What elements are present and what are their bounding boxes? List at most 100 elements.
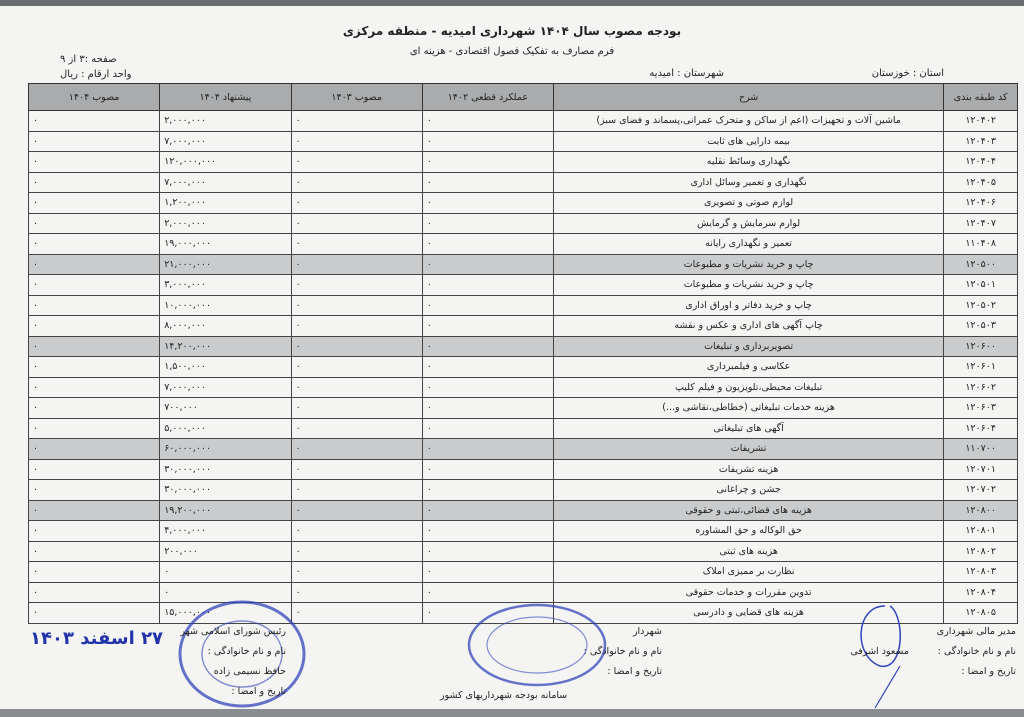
mayor-title: شهردار bbox=[632, 626, 662, 637]
cell-proposed-1404: ۴,۰۰۰,۰۰۰ bbox=[159, 520, 292, 542]
mayor-date-label: تاریخ و امضا : bbox=[607, 666, 662, 677]
cell-actual-1402: ۰ bbox=[421, 499, 554, 521]
cell-approved-1403: ۰ bbox=[290, 499, 423, 521]
cell-code: ۱۲۰۴۰۵ bbox=[943, 171, 1018, 193]
cell-actual-1402: ۰ bbox=[421, 212, 554, 234]
cell-proposed-1404: ۲,۰۰۰,۰۰۰ bbox=[159, 212, 292, 234]
table-row: ۱۲۰۸۰۳ نظارت بر ممیزی املاک ۰ ۰ ۰ ۰ bbox=[27, 561, 1018, 583]
cell-approved-1404: ۰ bbox=[27, 253, 161, 275]
table-row: ۱۲۰۵۰۳ چاپ آگهی های اداری و عکس و نقشه ۰ ۰ ۸… bbox=[27, 315, 1018, 337]
table-row: ۱۲۰۶۰۴ آگهی های تبلیغاتی ۰ ۰ ۵,۰۰۰,۰۰۰ ۰ bbox=[27, 417, 1018, 439]
cell-approved-1404: ۰ bbox=[27, 438, 161, 460]
cell-description: هزینه تشریفات bbox=[552, 458, 945, 480]
cell-actual-1402: ۰ bbox=[421, 540, 554, 562]
cell-proposed-1404: ۷۰۰,۰۰۰ bbox=[159, 397, 292, 419]
col-code: کد طبقه بندی bbox=[943, 83, 1018, 111]
cell-approved-1404: ۰ bbox=[27, 602, 161, 624]
cell-description: چاپ و خرید نشریات و مطبوعات bbox=[552, 253, 945, 275]
cell-approved-1403: ۰ bbox=[290, 356, 423, 378]
finance-manager-date-label: تاریخ و امضا : bbox=[961, 666, 1016, 677]
cell-approved-1404: ۰ bbox=[27, 233, 161, 255]
cell-description: هزینه های قضایی و دادرسی bbox=[552, 602, 945, 624]
table-row: ۱۲۰۴۰۷ لوارم سرمایش و گرمایش ۰ ۰ ۲,۰۰۰,۰۰۰ ۰ bbox=[27, 212, 1018, 234]
cell-approved-1404: ۰ bbox=[27, 110, 161, 132]
cell-description: چاپ آگهی های اداری و عکس و نقشه bbox=[552, 315, 945, 337]
cell-description: نگهداری وسائط نقلیه bbox=[552, 151, 945, 173]
cell-actual-1402: ۰ bbox=[421, 274, 554, 296]
cell-proposed-1404: ۷,۰۰۰,۰۰۰ bbox=[159, 376, 292, 398]
cell-proposed-1404: ۲۱,۰۰۰,۰۰۰ bbox=[159, 253, 292, 275]
cell-approved-1404: ۰ bbox=[27, 356, 161, 378]
cell-description: هزینه های قضائی،ثبتی و حقوقی bbox=[552, 499, 945, 521]
ministry-stamp bbox=[467, 603, 607, 687]
cell-proposed-1404: ۲۰۰,۰۰۰ bbox=[159, 540, 292, 562]
scan-edge-bottom bbox=[0, 709, 1024, 717]
cell-actual-1402: ۰ bbox=[421, 233, 554, 255]
cell-proposed-1404: ۷,۰۰۰,۰۰۰ bbox=[159, 130, 292, 152]
cell-code: ۱۲۰۸۰۰ bbox=[943, 499, 1018, 521]
table-row: ۱۲۰۷۰۲ جشن و چراغانی ۰ ۰ ۳۰,۰۰۰,۰۰۰ ۰ bbox=[27, 479, 1018, 501]
table-header-row: کد طبقه بندی شرح عملکرد قطعی ۱۴۰۲ مصوب ۱… bbox=[27, 83, 1018, 111]
cell-code: ۱۲۰۸۰۵ bbox=[943, 602, 1018, 624]
cell-approved-1404: ۰ bbox=[27, 274, 161, 296]
cell-approved-1403: ۰ bbox=[290, 130, 423, 152]
table-row: ۱۲۰۷۰۱ هزینه تشریفات ۰ ۰ ۳۰,۰۰۰,۰۰۰ ۰ bbox=[27, 458, 1018, 480]
cell-actual-1402: ۰ bbox=[421, 561, 554, 583]
cell-approved-1403: ۰ bbox=[290, 192, 423, 214]
cell-description: نظارت بر ممیزی املاک bbox=[552, 561, 945, 583]
cell-description: تبلیغات محیطی،تلویزیون و فیلم کلیپ bbox=[552, 376, 945, 398]
cell-approved-1403: ۰ bbox=[290, 110, 423, 132]
council-name-label: نام و نام خانوادگی : bbox=[207, 646, 286, 657]
table-row: ۱۲۰۵۰۱ چاپ و خرید نشریات و مطبوعات ۰ ۰ ۳,۰۰۰… bbox=[27, 274, 1018, 296]
cell-approved-1404: ۰ bbox=[27, 479, 161, 501]
col-approved-1403: مصوب ۱۴۰۳ bbox=[290, 83, 423, 111]
cell-approved-1404: ۰ bbox=[27, 499, 161, 521]
cell-approved-1403: ۰ bbox=[290, 561, 423, 583]
cell-proposed-1404: ۸,۰۰۰,۰۰۰ bbox=[159, 315, 292, 337]
page-number: صفحه :۳ از ۹ bbox=[60, 54, 117, 65]
table-row: ۱۱۰۴۰۸ تعمیر و نگهداری رایانه ۰ ۰ ۱۹,۰۰۰,۰۰۰… bbox=[27, 233, 1018, 255]
cell-proposed-1404: ۳,۰۰۰,۰۰۰ bbox=[159, 274, 292, 296]
cell-actual-1402: ۰ bbox=[421, 417, 554, 439]
cell-proposed-1404: ۱۲۰,۰۰۰,۰۰۰ bbox=[159, 151, 292, 173]
cell-code: ۱۱۰۷۰۰ bbox=[943, 438, 1018, 460]
cell-description: جشن و چراغانی bbox=[552, 479, 945, 501]
cell-actual-1402: ۰ bbox=[421, 335, 554, 357]
cell-code: ۱۲۰۸۰۱ bbox=[943, 520, 1018, 542]
cell-description: هزینه خدمات تبلیغاتی (خطاطی،نقاشی و...) bbox=[552, 397, 945, 419]
cell-actual-1402: ۰ bbox=[421, 438, 554, 460]
cell-description: آگهی های تبلیغاتی bbox=[552, 417, 945, 439]
cell-code: ۱۱۰۴۰۸ bbox=[943, 233, 1018, 255]
cell-approved-1404: ۰ bbox=[27, 376, 161, 398]
table-row: ۱۲۰۴۰۳ بیمه دارایی های ثابت ۰ ۰ ۷,۰۰۰,۰۰۰ ۰ bbox=[27, 130, 1018, 152]
cell-code: ۱۲۰۴۰۶ bbox=[943, 192, 1018, 214]
finance-manager-signature bbox=[860, 605, 901, 709]
cell-approved-1404: ۰ bbox=[27, 151, 161, 173]
cell-code: ۱۲۰۸۰۴ bbox=[943, 581, 1018, 603]
cell-code: ۱۲۰۵۰۰ bbox=[943, 253, 1018, 275]
cell-approved-1403: ۰ bbox=[290, 520, 423, 542]
cell-code: ۱۲۰۶۰۳ bbox=[943, 397, 1018, 419]
cell-approved-1404: ۰ bbox=[27, 171, 161, 193]
col-description: شرح bbox=[552, 83, 945, 111]
cell-approved-1403: ۰ bbox=[290, 233, 423, 255]
cell-approved-1404: ۰ bbox=[27, 417, 161, 439]
cell-approved-1403: ۰ bbox=[290, 540, 423, 562]
finance-manager-name: مسعود اشرفی bbox=[850, 646, 909, 657]
cell-code: ۱۲۰۵۰۳ bbox=[943, 315, 1018, 337]
cell-description: تشریفات bbox=[552, 438, 945, 460]
cell-approved-1403: ۰ bbox=[290, 376, 423, 398]
cell-proposed-1404: ۰ bbox=[159, 561, 292, 583]
cell-proposed-1404: ۳۰,۰۰۰,۰۰۰ bbox=[159, 479, 292, 501]
table-row: ۱۲۰۴۰۴ نگهداری وسائط نقلیه ۰ ۰ ۱۲۰,۰۰۰,۰۰۰ ۰ bbox=[27, 151, 1018, 173]
cell-approved-1403: ۰ bbox=[290, 581, 423, 603]
cell-code: ۱۲۰۴۰۴ bbox=[943, 151, 1018, 173]
county: شهرستان : امیدیه bbox=[649, 68, 724, 79]
cell-code: ۱۲۰۶۰۴ bbox=[943, 417, 1018, 439]
cell-approved-1404: ۰ bbox=[27, 315, 161, 337]
council-title: رئیس شورای اسلامی شهر bbox=[180, 626, 286, 637]
cell-actual-1402: ۰ bbox=[421, 458, 554, 480]
cell-code: ۱۲۰۸۰۳ bbox=[943, 561, 1018, 583]
cell-actual-1402: ۰ bbox=[421, 376, 554, 398]
cell-code: ۱۲۰۶۰۲ bbox=[943, 376, 1018, 398]
